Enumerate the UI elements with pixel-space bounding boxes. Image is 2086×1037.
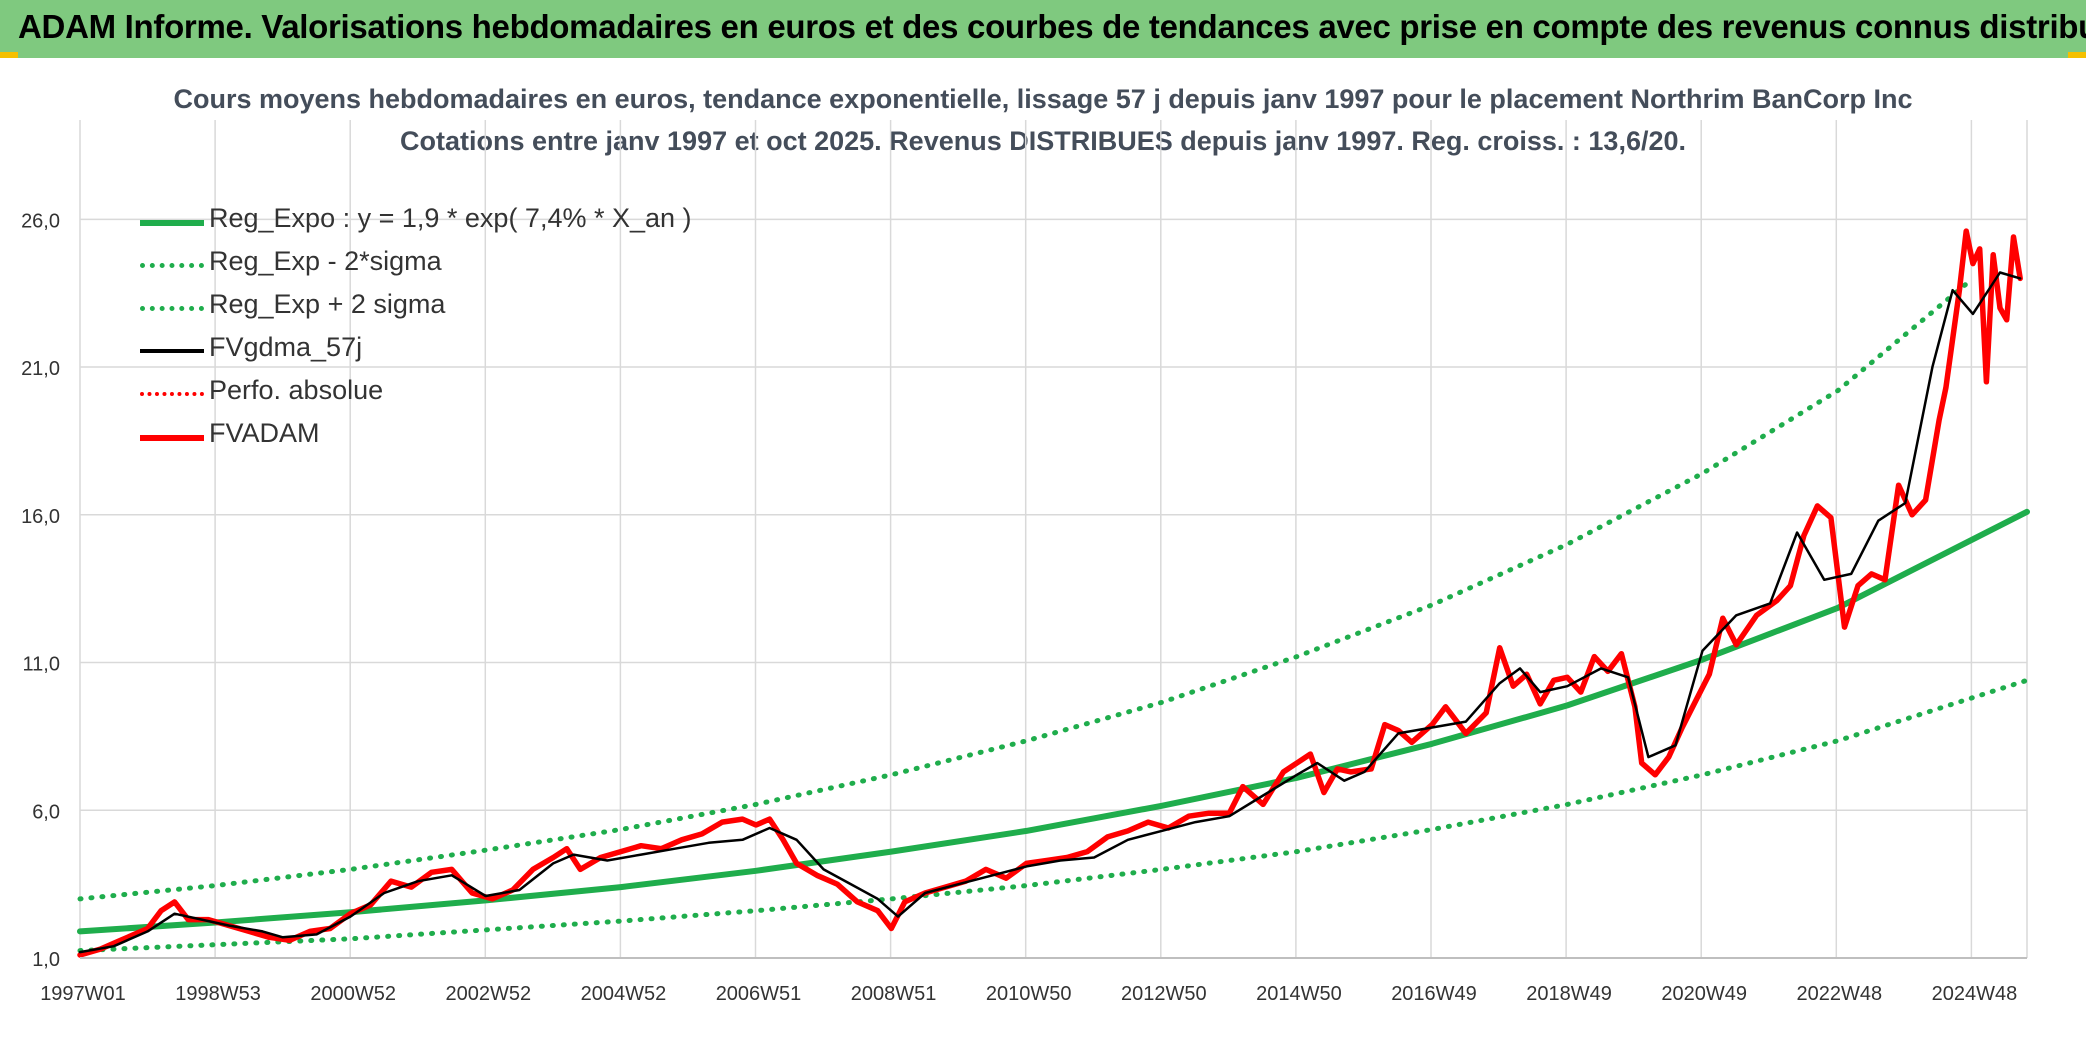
y-tick-label: 16,0 — [21, 506, 60, 528]
y-tick-label: 26,0 — [21, 210, 60, 232]
chart-area: Cours moyens hebdomadaires en euros, ten… — [0, 58, 2086, 1037]
series-line-reg-exp-2-sigma — [77, 275, 1976, 902]
x-tick-label: 2018W49 — [1526, 983, 1612, 1005]
x-tick-label: 2006W51 — [716, 983, 802, 1005]
page-title: ADAM Informe. Valorisations hebdomadaire… — [18, 8, 2086, 45]
series-line-reg-exp-2-sigma — [77, 677, 2030, 954]
series-line-fvgdma-57j — [78, 271, 2022, 954]
legend-swatch-reg-minus — [140, 263, 204, 268]
x-tick-label: 2020W49 — [1661, 983, 1747, 1005]
corner-accent-left — [0, 52, 18, 60]
legend-label-reg-expo: Reg_Expo : y = 1,9 * exp( 7,4% * X_an ) — [209, 203, 692, 233]
series-line-reg-expo-y-1-9-exp-7-4-x-an — [77, 508, 2030, 935]
y-tick-label: 21,0 — [21, 358, 60, 380]
legend-label-perfo: Perfo. absolue — [209, 375, 384, 405]
y-tick-label: 11,0 — [23, 654, 60, 676]
legend-swatch-reg-expo — [140, 220, 204, 226]
y-tick-label: 1,0 — [32, 949, 60, 971]
x-tick-label: 2002W52 — [445, 983, 531, 1005]
legend-label-fvadam: FVADAM — [209, 418, 320, 448]
x-tick-label: 1997W01 — [40, 983, 126, 1005]
legend-label-reg-plus: Reg_Exp + 2 sigma — [209, 289, 446, 319]
series-line-fvadam — [77, 228, 2023, 958]
legend-label-reg-minus: Reg_Exp - 2*sigma — [209, 246, 442, 276]
legend-label-fvgdma: FVgdma_57j — [209, 332, 363, 362]
y-tick-label: 6,0 — [32, 801, 60, 823]
x-tick-label: 2010W50 — [986, 983, 1072, 1005]
x-tick-label: 2004W52 — [581, 983, 667, 1005]
corner-accent-right — [2068, 52, 2086, 60]
x-tick-label: 2000W52 — [310, 983, 396, 1005]
header-bar: ADAM Informe. Valorisations hebdomadaire… — [0, 0, 2086, 58]
x-tick-label: 2024W48 — [1932, 983, 2018, 1005]
x-tick-label: 2008W51 — [851, 983, 937, 1005]
chart-title-line2: Cotations entre janv 1997 et oct 2025. R… — [399, 126, 1686, 156]
chart-title-line1: Cours moyens hebdomadaires en euros, ten… — [173, 84, 1913, 114]
legend-swatch-fvadam — [140, 435, 204, 441]
legend-swatch-perfo — [140, 392, 204, 396]
x-tick-label: 2014W50 — [1256, 983, 1342, 1005]
legend-swatch-reg-plus — [140, 306, 204, 311]
x-tick-label: 2016W49 — [1391, 983, 1477, 1005]
x-tick-label: 1998W53 — [175, 983, 261, 1005]
legend-swatch-fvgdma — [140, 349, 204, 353]
x-tick-label: 2012W50 — [1121, 983, 1207, 1005]
x-tick-label: 2022W48 — [1796, 983, 1882, 1005]
